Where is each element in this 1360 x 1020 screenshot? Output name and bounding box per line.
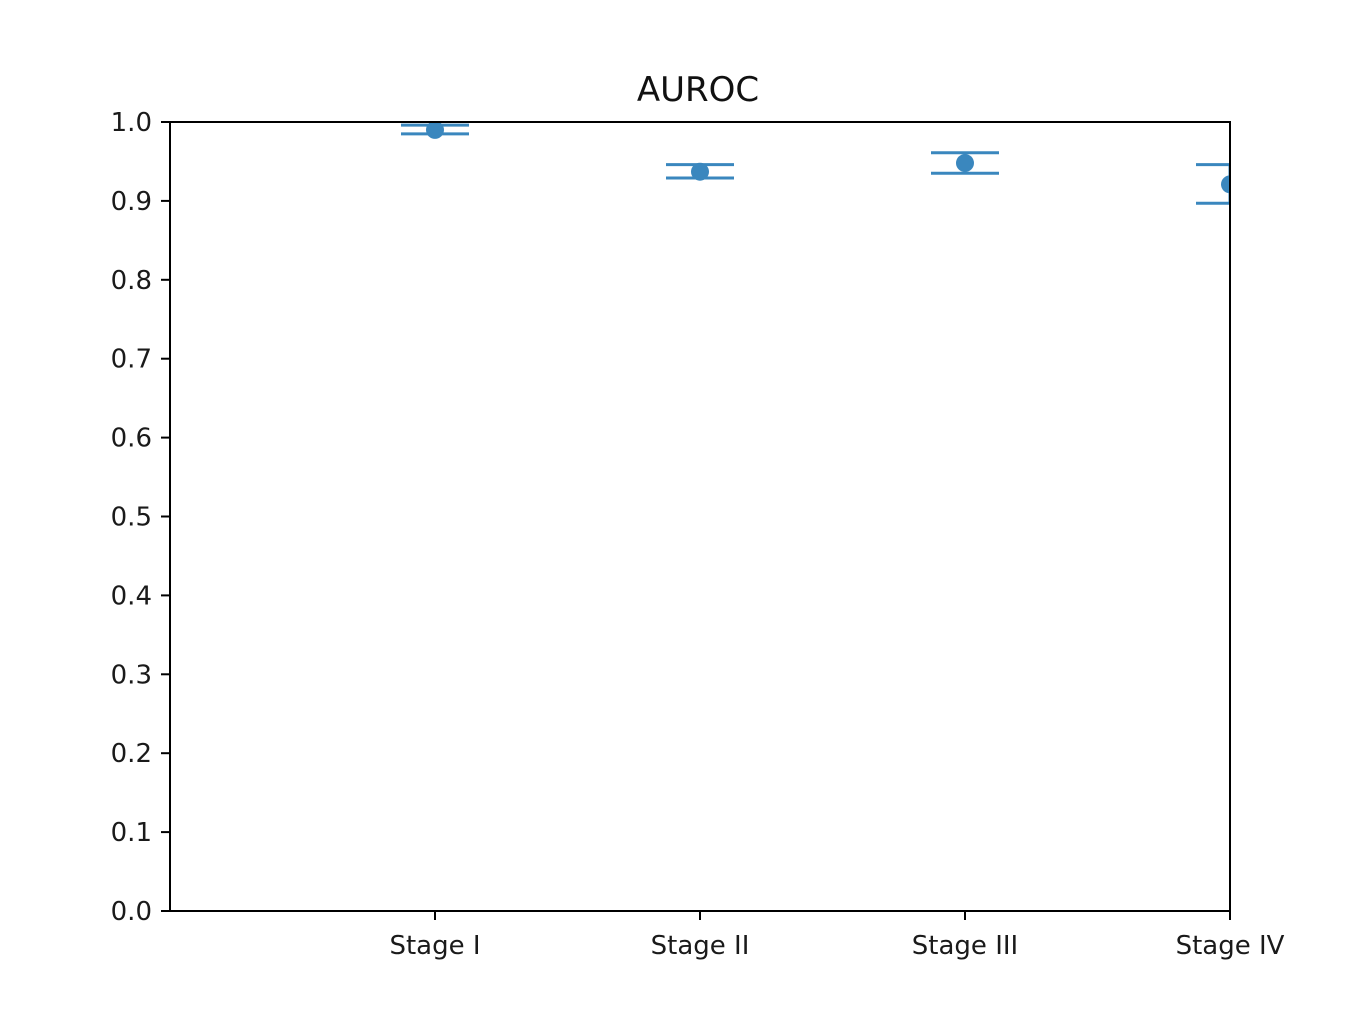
point-marker [1221, 175, 1230, 194]
y-tick-label: 0.2 [111, 739, 152, 769]
y-tick-label: 0.6 [111, 424, 152, 454]
plot-area [401, 122, 1230, 205]
x-tick-label: Stage IV [1176, 931, 1285, 961]
axes-frame [169, 121, 1231, 912]
y-tick-label: 0.9 [111, 187, 152, 217]
data-point-1 [401, 122, 469, 139]
y-tick-label: 0.0 [111, 897, 152, 927]
x-tick-label: Stage II [651, 931, 750, 961]
point-marker [691, 162, 709, 181]
x-axis: Stage I Stage II Stage III Stage IV [389, 911, 1285, 961]
y-tick-label: 1.0 [111, 108, 152, 138]
y-tick-label: 0.7 [111, 345, 152, 375]
y-tick-label: 0.3 [111, 660, 152, 690]
x-tick-label: Stage III [912, 931, 1018, 961]
chart-title: AUROC [637, 70, 759, 110]
point-marker [426, 122, 444, 139]
y-tick-label: 0.8 [111, 266, 152, 296]
y-tick-label: 0.5 [111, 503, 152, 533]
y-tick-label: 0.1 [111, 818, 152, 848]
data-point-4 [1196, 163, 1230, 205]
point-marker [956, 154, 974, 173]
y-axis: 0.0 0.1 0.2 0.3 0.4 0.5 0.6 0.7 0.8 0.9 1.0 [111, 108, 170, 927]
y-tick-label: 0.4 [111, 581, 152, 611]
data-point-2 [666, 162, 734, 181]
data-point-3 [931, 151, 999, 175]
x-tick-label: Stage I [389, 931, 480, 961]
